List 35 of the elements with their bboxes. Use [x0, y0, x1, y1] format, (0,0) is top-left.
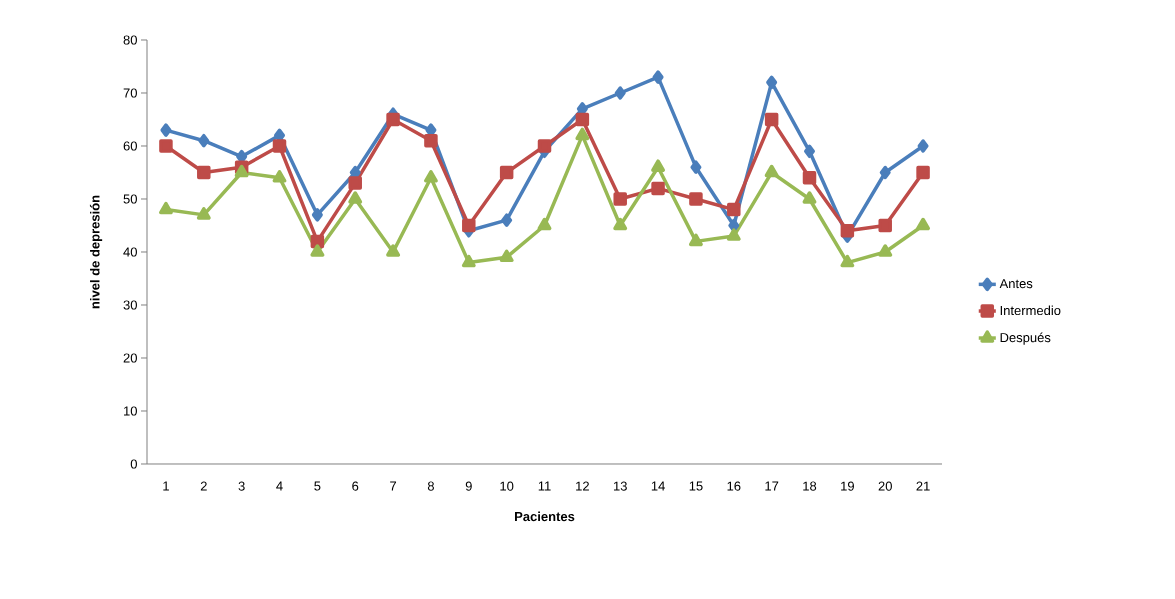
y-tick-label: 50 [123, 194, 137, 204]
x-axis-title: Pacientes [515, 511, 575, 522]
x-tick-label: 11 [538, 481, 551, 491]
legend-label: Antes [999, 279, 1033, 289]
x-tick-label: 15 [689, 481, 703, 491]
x-tick-label: 4 [276, 481, 283, 491]
x-tick-label: 2 [200, 481, 207, 491]
x-tick-label: 14 [651, 481, 665, 491]
legend-label: Intermedio [1000, 305, 1061, 316]
y-tick-label: 80 [123, 35, 137, 45]
y-tick-label: 70 [123, 88, 137, 98]
x-tick-label: 13 [613, 481, 627, 491]
x-tick-label: 12 [576, 481, 589, 491]
y-tick-label: 10 [124, 406, 137, 416]
x-tick-label: 10 [500, 481, 514, 491]
x-tick-label: 18 [803, 481, 817, 491]
y-tick-label: 20 [123, 353, 137, 363]
x-tick-label: 1 [163, 481, 169, 491]
x-tick-label: 17 [765, 481, 779, 491]
y-tick-label: 40 [123, 247, 137, 257]
x-tick-label: 7 [390, 481, 397, 491]
y-tick-label: 60 [123, 141, 137, 151]
legend-label: Después [1000, 332, 1051, 345]
x-tick-label: 6 [352, 481, 359, 491]
y-tick-label: 0 [130, 459, 137, 469]
x-tick-label: 20 [878, 481, 892, 491]
x-tick-label: 16 [727, 481, 741, 491]
x-tick-label: 3 [238, 481, 245, 491]
x-tick-label: 5 [314, 481, 321, 491]
x-tick-label: 9 [465, 481, 472, 491]
x-tick-label: 19 [841, 481, 854, 491]
x-tick-label: 8 [427, 481, 434, 491]
y-axis-title: nivel de depresión [89, 195, 103, 309]
y-tick-label: 30 [123, 300, 137, 310]
x-tick-label: 21 [916, 481, 930, 491]
